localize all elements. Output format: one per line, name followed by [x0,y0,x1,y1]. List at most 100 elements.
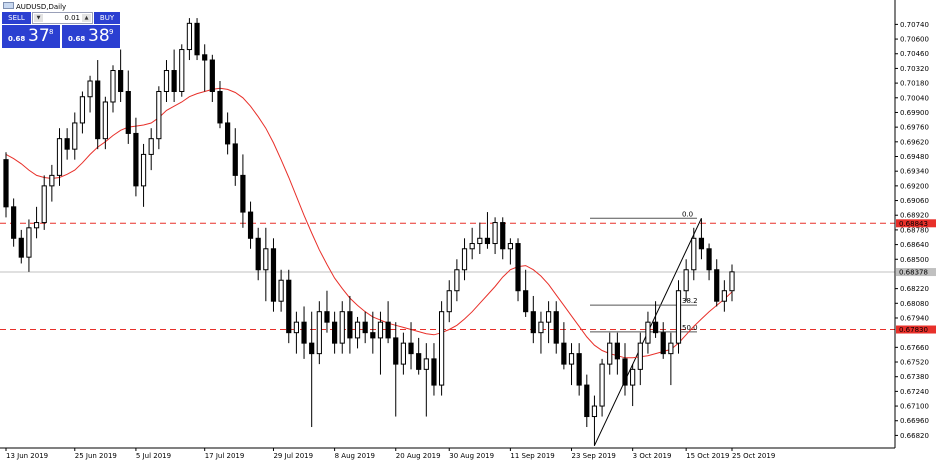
candle[interactable] [530,295,536,344]
candle[interactable] [179,44,185,97]
lot-size-field[interactable]: ▼ 0.01 ▲ [32,12,93,24]
candle[interactable] [232,128,238,186]
candle[interactable] [156,86,162,150]
candle[interactable] [140,143,147,207]
candle[interactable] [706,243,712,281]
candle[interactable] [339,301,345,354]
candle[interactable] [423,343,429,417]
candle[interactable] [41,175,47,230]
candle[interactable] [461,238,468,281]
candle[interactable] [637,332,643,386]
candle[interactable] [11,198,17,247]
candle[interactable] [72,112,78,160]
candle[interactable] [500,217,506,260]
candle[interactable] [301,306,307,359]
candle[interactable] [668,332,674,386]
candle[interactable] [438,301,445,396]
candle[interactable] [721,280,727,312]
candle[interactable] [683,259,689,302]
candle[interactable] [446,280,452,323]
candle[interactable] [523,269,529,317]
candle[interactable] [56,128,63,186]
candle[interactable] [33,206,40,239]
sell-button[interactable]: SELL [2,12,31,24]
candle[interactable] [645,311,651,354]
candle[interactable] [545,301,552,344]
candle[interactable] [125,70,131,144]
candle[interactable] [515,238,521,302]
candle[interactable] [591,395,598,446]
candle[interactable] [698,218,705,260]
candle[interactable] [622,343,628,396]
candle[interactable] [133,117,139,197]
candle[interactable] [691,227,697,281]
candle[interactable] [225,112,231,155]
candle[interactable] [408,322,414,370]
candle[interactable] [469,227,475,260]
candle[interactable] [370,311,376,354]
candle[interactable] [217,81,223,129]
candle[interactable] [240,154,246,228]
lot-size-value[interactable]: 0.01 [64,14,80,22]
candle[interactable] [209,54,215,102]
candle[interactable] [49,164,55,202]
candle[interactable] [729,264,735,302]
candle[interactable] [118,49,124,102]
candle[interactable] [110,65,116,113]
candle[interactable] [79,91,86,134]
candle[interactable] [148,128,154,171]
candle[interactable] [263,227,269,302]
candle[interactable] [87,75,93,113]
candle[interactable] [286,269,292,344]
candle[interactable] [3,152,9,218]
candle[interactable] [400,332,406,375]
sell-price-button[interactable]: 0.68 37 8 [2,25,60,48]
candle[interactable] [362,311,368,344]
candle[interactable] [584,374,590,428]
candle[interactable] [171,49,177,102]
candle[interactable] [507,238,513,265]
candle[interactable] [309,311,315,428]
lot-increase-icon[interactable]: ▲ [82,14,91,22]
candle[interactable] [316,301,322,365]
candle[interactable] [614,332,620,375]
lot-decrease-icon[interactable]: ▼ [34,14,43,22]
candle[interactable] [163,60,170,102]
candle[interactable] [102,96,108,150]
candle[interactable] [538,311,544,354]
candle[interactable] [255,227,261,281]
candle[interactable] [347,295,353,354]
candle[interactable] [393,322,399,417]
candle[interactable] [64,128,70,160]
candle[interactable] [377,311,384,375]
candle[interactable] [675,280,682,354]
candle[interactable] [431,343,437,396]
candle[interactable] [607,332,613,375]
buy-button[interactable]: BUY [94,12,120,24]
candle[interactable] [324,290,330,333]
candle[interactable] [416,337,422,375]
candle[interactable] [385,301,391,344]
candle[interactable] [270,238,277,312]
candle[interactable] [652,301,659,338]
candle[interactable] [95,60,101,150]
candle[interactable] [454,259,460,302]
candle[interactable] [247,201,254,249]
buy-price-button[interactable]: 0.68 38 9 [62,25,120,48]
candle[interactable] [278,269,284,312]
candle[interactable] [18,229,24,264]
candle[interactable] [561,322,567,370]
candle[interactable] [477,222,483,255]
candle[interactable] [568,343,575,386]
candle[interactable] [26,219,32,272]
candle[interactable] [194,18,200,61]
candle[interactable] [660,322,666,359]
candle[interactable] [599,358,605,417]
candle[interactable] [714,259,720,307]
candle[interactable] [576,343,582,396]
candle[interactable] [186,18,193,61]
candle[interactable] [630,364,636,407]
candle[interactable] [492,217,498,255]
